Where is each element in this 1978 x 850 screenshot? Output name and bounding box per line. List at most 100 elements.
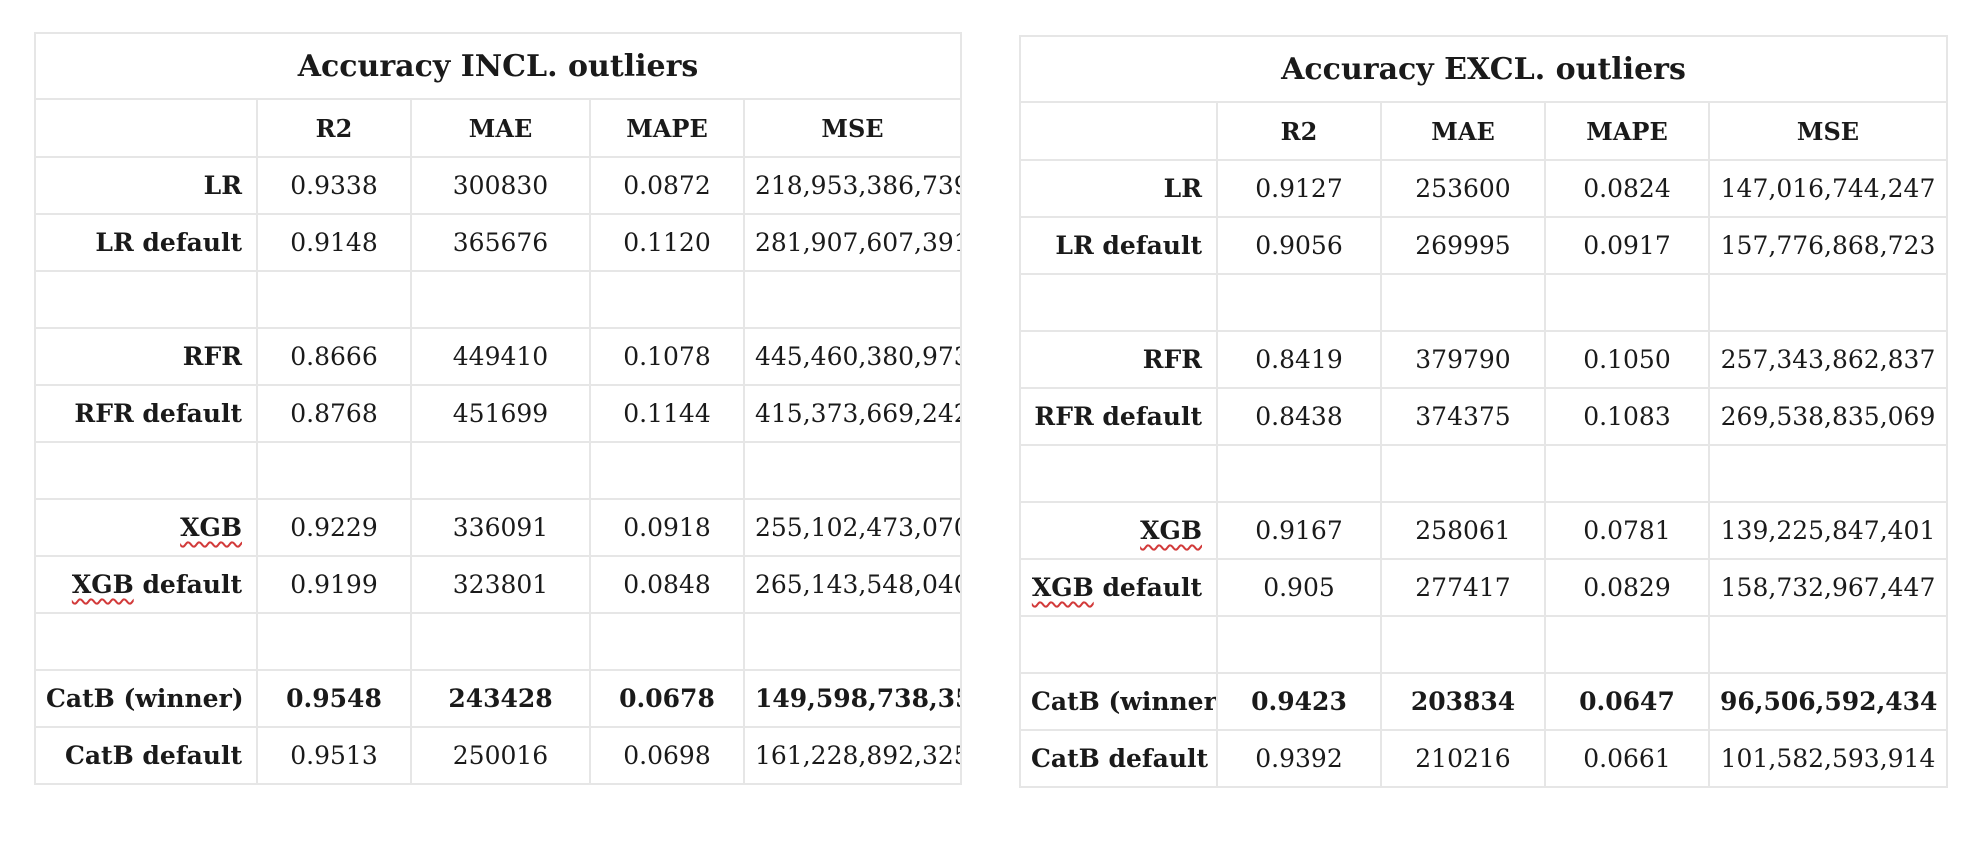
row-label-text: XGB default <box>1031 573 1202 602</box>
metric-cell: 374375 <box>1380 387 1546 446</box>
empty-cell <box>1019 444 1218 503</box>
metric-cell: 0.8438 <box>1216 387 1382 446</box>
metric-cell: 158,732,967,447 <box>1707 558 1949 617</box>
table-row: CatB default 0.9513 250016 0.0698 161,228,89… <box>34 726 962 785</box>
metric-cell: 0.905 <box>1216 558 1382 617</box>
row-label: LR <box>34 156 258 215</box>
metric-cell: 0.0824 <box>1544 159 1710 218</box>
row-label-text: XGB <box>1140 516 1202 545</box>
metric-cell: 258061 <box>1380 501 1546 560</box>
row-label: RFR <box>1019 330 1218 389</box>
row-label: XGB default <box>1019 558 1218 617</box>
metric-cell: 0.0872 <box>589 156 745 215</box>
metric-cell: 0.8666 <box>256 327 412 386</box>
spacer-row <box>1019 273 1949 332</box>
metric-cell: 203834 <box>1380 672 1546 731</box>
row-label: XGB default <box>34 555 258 614</box>
row-label-text: RFR default <box>1034 402 1202 431</box>
metric-cell: 0.9423 <box>1216 672 1382 731</box>
metric-cell: 300830 <box>410 156 591 215</box>
metric-cell: 0.0829 <box>1544 558 1710 617</box>
metric-cell: 0.1120 <box>589 213 745 272</box>
metric-cell: 0.0918 <box>589 498 745 557</box>
metric-cell: 277417 <box>1380 558 1546 617</box>
column-header: R2 <box>256 98 412 158</box>
empty-cell <box>1019 615 1218 674</box>
row-label-text: LR <box>1163 174 1202 203</box>
table-row: XGB 0.9229 336091 0.0918 255,102,473,070 <box>34 498 962 557</box>
metric-cell: 336091 <box>410 498 591 557</box>
table-row: RFR default 0.8768 451699 0.1144 415,373,669… <box>34 384 962 443</box>
spacer-row <box>34 612 962 671</box>
metric-cell: 255,102,473,070 <box>743 498 962 557</box>
metric-cell: 0.0848 <box>589 555 745 614</box>
empty-cell <box>256 441 412 500</box>
row-label: CatB (winner) <box>1019 672 1218 731</box>
table-row: RFR default 0.8438 374375 0.1083 269,538,835… <box>1019 387 1949 446</box>
row-label-text: XGB <box>180 513 242 542</box>
empty-cell <box>34 270 258 329</box>
metric-cell: 0.8768 <box>256 384 412 443</box>
metric-cell: 257,343,862,837 <box>1707 330 1949 389</box>
row-label: CatB default <box>1019 729 1218 788</box>
spacer-row <box>1019 615 1949 674</box>
metric-cell: 147,016,744,247 <box>1707 159 1949 218</box>
empty-cell <box>34 612 258 671</box>
table-row: XGB default 0.905 277417 0.0829 158,732,967,… <box>1019 558 1949 617</box>
table-row: LR default 0.9148 365676 0.1120 281,907,607,… <box>34 213 962 272</box>
metric-cell: 210216 <box>1380 729 1546 788</box>
empty-cell <box>34 441 258 500</box>
metric-cell: 449410 <box>410 327 591 386</box>
accuracy-excl-outliers-table: Accuracy EXCL. outliers R2 MAE MAPE MSE LR 0.9… <box>1018 35 1949 788</box>
metric-cell: 415,373,669,242 <box>743 384 962 443</box>
column-header: MAPE <box>1544 101 1710 161</box>
column-header: MAE <box>1380 101 1546 161</box>
metric-cell: 269995 <box>1380 216 1546 275</box>
metric-cell: 139,225,847,401 <box>1707 501 1949 560</box>
table-title: Accuracy INCL. outliers <box>34 32 962 100</box>
table-row: XGB 0.9167 258061 0.0781 139,225,847,401 <box>1019 501 1949 560</box>
empty-cell <box>1707 273 1949 332</box>
metric-cell: 0.0661 <box>1544 729 1710 788</box>
row-label-text: CatB (winner) <box>46 684 244 713</box>
empty-cell <box>1380 615 1546 674</box>
empty-cell <box>1707 444 1949 503</box>
metric-cell: 445,460,380,973 <box>743 327 962 386</box>
metric-cell: 157,776,868,723 <box>1707 216 1949 275</box>
metric-cell: 323801 <box>410 555 591 614</box>
column-header: R2 <box>1216 101 1382 161</box>
empty-cell <box>256 612 412 671</box>
empty-cell <box>589 270 745 329</box>
spacer-row <box>1019 444 1949 503</box>
header-blank-cell <box>1019 101 1218 161</box>
row-label: LR default <box>1019 216 1218 275</box>
metric-cell: 0.0917 <box>1544 216 1710 275</box>
header-blank-cell <box>34 98 258 158</box>
row-label-text: LR default <box>1055 231 1202 260</box>
metric-cell: 243428 <box>410 669 591 728</box>
metric-cell: 0.0781 <box>1544 501 1710 560</box>
table-row: CatB (winner) 0.9423 203834 0.0647 96,506,59… <box>1019 672 1949 731</box>
empty-cell <box>410 612 591 671</box>
metric-cell: 0.0678 <box>589 669 745 728</box>
empty-cell <box>1544 273 1710 332</box>
empty-cell <box>589 612 745 671</box>
row-label-text: LR default <box>95 228 242 257</box>
column-header: MAPE <box>589 98 745 158</box>
row-label: CatB default <box>34 726 258 785</box>
row-label-text: XGB default <box>71 570 242 599</box>
row-label: XGB <box>1019 501 1218 560</box>
row-label-text: RFR default <box>74 399 242 428</box>
table-row: LR 0.9338 300830 0.0872 218,953,386,739 <box>34 156 962 215</box>
metric-cell: 101,582,593,914 <box>1707 729 1949 788</box>
column-header-row: R2 MAE MAPE MSE <box>1019 101 1949 161</box>
empty-cell <box>1216 444 1382 503</box>
row-label-text: LR <box>203 171 242 200</box>
row-label-text: RFR <box>1142 345 1202 374</box>
row-label: CatB (winner) <box>34 669 258 728</box>
metric-cell: 0.9167 <box>1216 501 1382 560</box>
metric-cell: 0.9548 <box>256 669 412 728</box>
row-label-text: RFR <box>182 342 242 371</box>
metric-cell: 0.9392 <box>1216 729 1382 788</box>
spellcheck-underline: XGB <box>71 570 134 599</box>
